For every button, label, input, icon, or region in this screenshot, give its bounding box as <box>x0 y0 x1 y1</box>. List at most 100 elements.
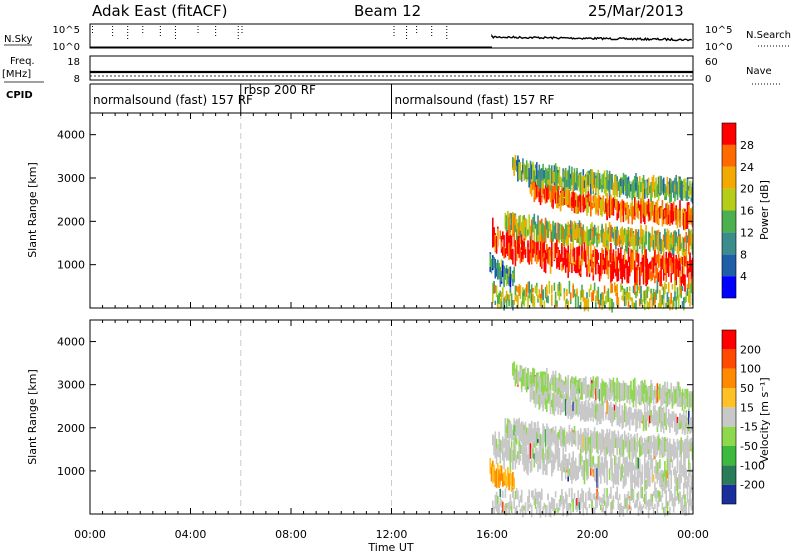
echo-cell <box>504 503 507 516</box>
echo-cell <box>499 230 502 240</box>
echo-cell <box>588 454 591 467</box>
echo-cell <box>578 255 581 270</box>
echo-cell <box>597 491 600 501</box>
echo-cell <box>542 506 544 516</box>
echo-cell <box>522 449 524 465</box>
echo-cell <box>669 210 671 226</box>
echo-cell <box>513 231 515 248</box>
echo-cell <box>606 488 608 498</box>
cpid-segment-label: normalsound (fast) 157 RF <box>93 93 253 107</box>
echo-cell <box>662 297 665 309</box>
echo-cell <box>571 487 573 498</box>
echo-cell <box>610 461 612 468</box>
echo-cell <box>572 451 574 464</box>
echo-cell <box>505 232 508 248</box>
echo-cell <box>592 195 595 206</box>
echo-cell <box>586 432 588 445</box>
echo-cell <box>578 245 581 263</box>
echo-cell <box>618 503 621 517</box>
echo-cell <box>666 480 669 488</box>
echo-cell <box>530 184 533 197</box>
echo-cell <box>576 505 578 513</box>
colorbar-segment <box>722 446 736 466</box>
echo-cell <box>503 438 505 448</box>
echo-cell <box>544 286 547 299</box>
echo-cell <box>655 468 657 478</box>
echo-cell <box>595 300 597 309</box>
echo-cell <box>612 253 615 274</box>
echo-cell <box>607 180 610 191</box>
echo-cell <box>667 408 670 425</box>
echo-cell <box>534 376 537 393</box>
echo-cell <box>571 229 573 242</box>
echo-cell <box>618 179 621 197</box>
echo-cell <box>492 231 494 248</box>
echo-cell <box>677 441 680 450</box>
echo-cell <box>617 430 620 448</box>
echo-cell <box>674 182 676 202</box>
echo-cell <box>591 383 593 398</box>
echo-cell <box>569 299 572 305</box>
echo-cell <box>632 415 635 425</box>
echo-cell <box>593 287 596 294</box>
echo-cell <box>508 217 510 235</box>
echo-cell <box>610 283 612 294</box>
echo-cell <box>640 504 642 513</box>
echo-cell <box>566 224 568 237</box>
echo-cell <box>529 375 532 384</box>
echo-cell <box>538 289 541 298</box>
echo-cell <box>684 255 686 267</box>
echo-cell <box>595 227 597 236</box>
echo-cell <box>533 390 536 404</box>
echo-cell <box>631 439 633 451</box>
echo-cell <box>628 259 631 277</box>
echo-cell <box>572 249 574 260</box>
echo-cell <box>592 468 595 477</box>
echo-cell <box>672 188 675 198</box>
echo-cell <box>544 167 547 178</box>
echo-cell <box>598 434 601 450</box>
freq-tick-top: 18 <box>67 57 80 68</box>
echo-cell <box>671 181 674 193</box>
echo-cell <box>586 299 588 309</box>
nsearch-trace <box>491 33 692 42</box>
echo-cell <box>557 172 559 184</box>
echo-cell <box>671 234 674 248</box>
echo-cell <box>571 464 573 481</box>
echo-cell <box>559 176 562 187</box>
echo-cell <box>613 464 616 472</box>
echo-cell <box>608 405 611 421</box>
echo-cell <box>538 427 541 448</box>
colorbar-tick-label: 15 <box>740 401 754 414</box>
echo-cell <box>568 453 571 461</box>
colorbar-segment <box>722 210 736 233</box>
echo-cell <box>543 255 546 272</box>
echo-cell <box>508 232 510 252</box>
echo-cell <box>522 240 524 252</box>
echo-cell <box>680 453 682 474</box>
echo-cell <box>621 262 623 275</box>
echo-cell <box>587 384 590 398</box>
echo-cell <box>665 237 667 250</box>
freq-label: Freq. <box>10 56 35 67</box>
echo-cell <box>578 501 581 511</box>
echo-cell <box>616 284 618 296</box>
echo-cell <box>533 170 536 183</box>
echo-cell <box>523 289 525 301</box>
echo-cell <box>652 210 655 223</box>
echo-cell <box>569 233 572 242</box>
echo-cell <box>543 436 546 443</box>
echo-cell <box>537 496 539 508</box>
echo-cell <box>676 181 679 196</box>
echo-cell <box>549 256 552 274</box>
echo-cell <box>514 490 517 500</box>
echo-cell <box>591 292 593 302</box>
echo-cell <box>606 385 608 401</box>
echo-cell <box>548 220 551 230</box>
echo-cell <box>577 466 579 475</box>
echo-cell <box>628 440 631 459</box>
echo-cell <box>585 176 587 196</box>
echo-cell <box>569 399 572 420</box>
echo-cell <box>683 297 685 309</box>
